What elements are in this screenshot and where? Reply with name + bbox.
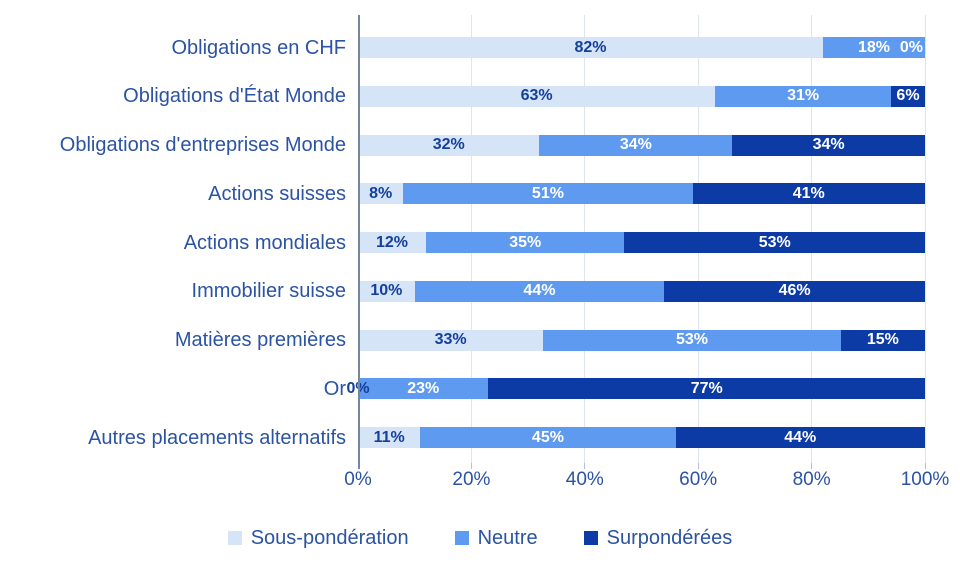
legend-label: Neutre bbox=[477, 527, 538, 549]
category-label: Immobilier suisse bbox=[191, 280, 346, 303]
category-label: Or bbox=[323, 377, 346, 400]
bar-value-label: 34% bbox=[619, 136, 652, 153]
category-label: Obligations d'État Monde bbox=[123, 85, 346, 108]
axis-tick bbox=[811, 463, 813, 469]
bar-segment bbox=[539, 134, 733, 156]
bar-value-label: 45% bbox=[531, 428, 564, 446]
bar-value-label: 44% bbox=[523, 282, 556, 300]
bar-segment bbox=[732, 134, 925, 156]
bar-row: 63% 31% 6% bbox=[358, 85, 925, 107]
x-tick-label: 100% bbox=[900, 469, 950, 490]
bar-value-label: 77% bbox=[690, 379, 723, 397]
bar-segment bbox=[624, 232, 925, 253]
bar-segment bbox=[358, 183, 404, 205]
x-tick-label: 60% bbox=[679, 469, 718, 490]
bar-segment bbox=[403, 183, 693, 205]
bar-segment bbox=[358, 280, 415, 302]
bar-row: 8% 51% 41% bbox=[358, 183, 925, 205]
bar-segment bbox=[675, 427, 925, 448]
legend-swatch-icon bbox=[454, 531, 469, 545]
bar-row: 11% 45% 44% bbox=[358, 427, 925, 448]
bar-row: 33% 53% 15% bbox=[358, 329, 925, 351]
y-axis-line bbox=[358, 15, 360, 469]
category-label: Matières premières bbox=[174, 329, 346, 351]
bar-row: 10% 44% 46% bbox=[358, 280, 925, 302]
bar-value-label: 51% bbox=[531, 184, 564, 202]
bar-segment bbox=[358, 329, 544, 351]
bar-segment bbox=[358, 134, 540, 156]
legend-item: Surpondérées bbox=[583, 527, 733, 549]
x-tick-label: 80% bbox=[792, 469, 831, 490]
bar-row: 32% 34% 34% bbox=[358, 134, 925, 156]
bar-value-label: 12% bbox=[376, 233, 409, 251]
gridline bbox=[924, 15, 926, 463]
bar-segment bbox=[358, 85, 716, 107]
bar-value-label: 6% bbox=[896, 87, 920, 105]
legend-swatch-icon bbox=[227, 531, 242, 545]
bar-value-label: 8% bbox=[369, 184, 393, 202]
bar-value-label: 35% bbox=[509, 233, 542, 251]
bar-value-label: 31% bbox=[787, 87, 820, 105]
bar-segment bbox=[426, 232, 625, 253]
bar-segment bbox=[664, 280, 925, 302]
bar-segment bbox=[692, 183, 925, 205]
bar-value-label: 46% bbox=[778, 282, 811, 300]
legend-item: Sous-pondération bbox=[227, 527, 409, 549]
bar-segment bbox=[543, 329, 841, 351]
bar-value-label: 53% bbox=[758, 233, 791, 251]
bar-segment bbox=[358, 37, 823, 58]
legend-swatch-icon bbox=[583, 531, 598, 545]
bar-value-label: 32% bbox=[432, 136, 465, 153]
bar-value-label: 10% bbox=[370, 282, 403, 300]
x-axis: 0% 20% 40% 60% 80% 100% bbox=[344, 469, 949, 496]
bar-segment bbox=[414, 280, 665, 302]
bar-segment bbox=[358, 232, 427, 253]
category-label: Actions mondiales bbox=[183, 231, 346, 254]
bar-value-label: 41% bbox=[792, 184, 825, 202]
plot-area: 82% 18% 0% 63% 31% 6% 32% 34% 34% 8% 51% 41% 12% 35% 5… bbox=[346, 15, 926, 469]
bar-segment bbox=[890, 85, 925, 107]
legend-label: Sous-pondération bbox=[250, 527, 409, 549]
legend-label: Surpondérées bbox=[606, 527, 733, 549]
axis-tick bbox=[697, 463, 699, 469]
bar-segment bbox=[822, 37, 925, 58]
bar-segment bbox=[420, 427, 676, 448]
bar-segment bbox=[488, 378, 925, 400]
bar-row: 82% 18% 0% bbox=[358, 37, 925, 58]
bar-value-label: 34% bbox=[812, 136, 845, 153]
bar-value-label: 0% bbox=[899, 38, 923, 56]
bar-value-label: 44% bbox=[784, 428, 817, 446]
bar-value-label: 11% bbox=[373, 428, 405, 446]
axis-tick bbox=[924, 463, 926, 469]
bar-segment bbox=[840, 329, 925, 351]
category-label: Obligations en CHF bbox=[171, 36, 346, 59]
category-label: Autres placements alternatifs bbox=[88, 426, 346, 449]
bar-segment bbox=[715, 85, 891, 107]
bar-value-label: 63% bbox=[520, 87, 553, 105]
legend: Sous-pondération Neutre Surpondérées bbox=[0, 522, 960, 554]
bar-value-label: 82% bbox=[574, 38, 607, 56]
bar-row: 0%23%77% bbox=[346, 378, 925, 400]
bar-segment bbox=[358, 378, 489, 400]
bar-value-label: 33% bbox=[434, 331, 467, 348]
axis-tick bbox=[584, 463, 586, 469]
category-label: Obligations d'entreprises Monde bbox=[59, 134, 346, 156]
x-tick-label: 0% bbox=[344, 469, 372, 490]
x-tick-label: 20% bbox=[452, 469, 491, 490]
category-label: Actions suisses bbox=[208, 182, 346, 205]
x-tick-label: 40% bbox=[565, 469, 604, 490]
bar-segment bbox=[358, 427, 421, 448]
axis-tick bbox=[470, 463, 472, 469]
bar-row: 12% 35% 53% bbox=[358, 232, 925, 253]
bar-value-label: 18% bbox=[857, 38, 890, 56]
bar-value-label: 23% bbox=[407, 379, 440, 397]
legend-item: Neutre bbox=[454, 527, 538, 549]
bar-value-label: 53% bbox=[676, 331, 709, 348]
bar-value-label: 15% bbox=[866, 331, 899, 348]
category-axis: Obligations en CHF Obligations d'État Mon… bbox=[0, 0, 346, 569]
